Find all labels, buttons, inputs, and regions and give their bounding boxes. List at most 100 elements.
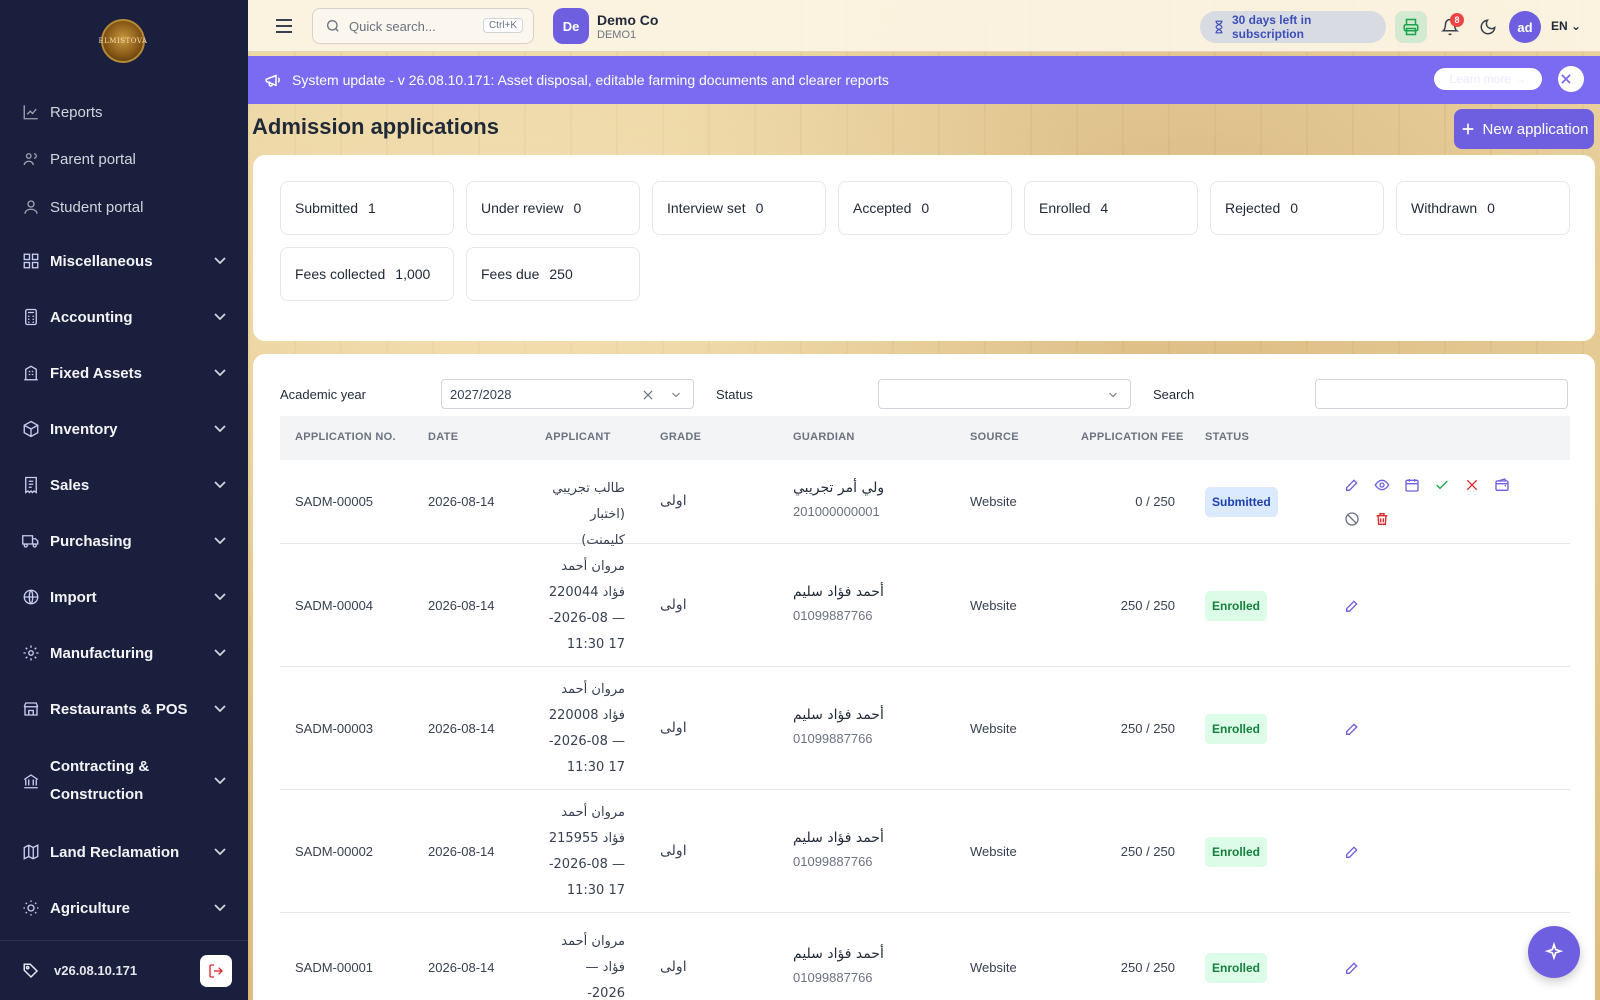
chevron-down-icon <box>214 705 226 713</box>
new-application-button[interactable]: New application <box>1454 109 1594 149</box>
stat-card[interactable]: Under review 0 <box>466 181 640 235</box>
column-header[interactable]: APPLICANT <box>545 431 611 443</box>
edit-icon[interactable] <box>1344 960 1360 976</box>
sidebar-item-fixed-assets[interactable]: Fixed Assets <box>0 361 248 385</box>
globe-icon <box>23 589 39 605</box>
sidebar-item-contracting-construction[interactable]: Contracting & Construction <box>0 753 248 809</box>
notifications-button[interactable]: 8 <box>1434 11 1466 43</box>
subscription-badge[interactable]: 30 days left in subscription <box>1200 11 1386 43</box>
guardian-phone: 01099887766 <box>793 970 873 985</box>
applicant-line: مروان أحمد <box>561 934 625 949</box>
chevron-down-icon <box>214 313 226 321</box>
quick-search-input[interactable]: Quick search... Ctrl+K <box>312 8 534 44</box>
edit-icon[interactable] <box>1344 598 1360 614</box>
sidebar-item-sales[interactable]: Sales <box>0 473 248 497</box>
sidebar-item-parent-portal[interactable]: Parent portal <box>0 147 248 171</box>
sidebar-item-restaurants-pos[interactable]: Restaurants & POS <box>0 697 248 721</box>
tag-icon <box>23 963 39 978</box>
company-switcher[interactable]: De Demo Co DEMO1 <box>553 8 658 44</box>
learn-more-button[interactable]: Learn more → <box>1434 68 1542 90</box>
table-row[interactable]: SADM-00005 2026-08-14 طالب تجريبي (اختبار ك… <box>280 460 1570 548</box>
stat-label: Rejected <box>1225 200 1281 216</box>
edit-icon[interactable] <box>1344 721 1360 737</box>
stat-card[interactable]: Submitted 1 <box>280 181 454 235</box>
sidebar-item-import[interactable]: Import <box>0 585 248 609</box>
sidebar-item-accounting[interactable]: Accounting <box>0 305 248 329</box>
logout-button[interactable] <box>200 955 232 987</box>
table-row[interactable]: SADM-00004 2026-08-14 مروان أحمد فؤاد 22004… <box>280 544 1570 667</box>
column-header[interactable]: GRADE <box>660 431 702 443</box>
search-filter-label: Search <box>1153 387 1195 402</box>
column-header[interactable]: DATE <box>428 431 459 443</box>
ban-icon[interactable] <box>1344 511 1360 527</box>
sidebar-item-purchasing[interactable]: Purchasing <box>0 529 248 553</box>
company-logo[interactable]: ELMISTOVA <box>99 19 147 63</box>
chevron-down-icon <box>1109 392 1117 398</box>
sidebar-item-student-portal[interactable]: Student portal <box>0 195 248 219</box>
stat-card[interactable]: Fees collected 1,000 <box>280 247 454 301</box>
sun-icon <box>23 900 39 916</box>
sidebar-item-label: Manufacturing <box>50 644 154 662</box>
stat-label: Submitted <box>295 200 359 216</box>
search-filter-input[interactable] <box>1315 379 1568 409</box>
stat-card[interactable]: Withdrawn 0 <box>1396 181 1570 235</box>
guardian-name: أحمد فؤاد سليم <box>793 829 884 846</box>
edit-icon[interactable] <box>1344 477 1360 493</box>
table-row[interactable]: SADM-00002 2026-08-14 مروان أحمد فؤاد 21595… <box>280 790 1570 913</box>
calendar-icon[interactable] <box>1404 477 1420 493</box>
menu-icon[interactable] <box>274 17 294 35</box>
stat-card[interactable]: Fees due 250 <box>466 247 640 301</box>
column-header[interactable]: GUARDIAN <box>793 431 855 443</box>
sidebar-item-land-reclamation[interactable]: Land Reclamation <box>0 840 248 864</box>
top-bar: Quick search... Ctrl+K De Demo Co DEMO1 … <box>248 0 1600 52</box>
academic-year-select[interactable]: 2027/2028 <box>441 379 694 409</box>
sidebar-item-reports[interactable]: Reports <box>0 100 248 124</box>
sidebar-item-label: Agriculture <box>50 899 131 917</box>
sidebar-item-label: Land Reclamation <box>50 843 180 861</box>
sidebar-item-label: Accounting <box>50 308 133 326</box>
check-icon[interactable] <box>1434 477 1450 493</box>
stat-value: 0 <box>1487 200 1495 216</box>
source: Website <box>970 494 1017 509</box>
user-avatar[interactable]: ad <box>1509 11 1541 43</box>
sidebar-item-inventory[interactable]: Inventory <box>0 417 248 441</box>
stat-label: Fees collected <box>295 266 386 282</box>
applicant-line: فؤاد 220008 <box>548 707 625 723</box>
sparkle-icon <box>1544 942 1564 961</box>
print-button[interactable] <box>1395 11 1427 43</box>
application-no: SADM-00001 <box>295 960 374 975</box>
stat-card[interactable]: Accepted 0 <box>838 181 1012 235</box>
stat-value: 0 <box>921 200 930 216</box>
column-header[interactable]: APPLICATION FEE <box>1081 431 1184 443</box>
applicant-line: 17 11:30 <box>566 759 625 775</box>
bell-icon <box>1441 18 1459 36</box>
chevron-down-icon <box>214 537 226 545</box>
language-selector[interactable]: EN ⌄ <box>1551 19 1582 33</box>
theme-toggle[interactable] <box>1472 11 1504 43</box>
announcement-close-button[interactable] <box>1558 66 1584 92</box>
table-row[interactable]: SADM-00001 2026-08-14 مروان أحمد فؤاد — 202… <box>280 913 1570 1000</box>
column-header[interactable]: APPLICATION NO. <box>295 431 396 443</box>
truck-icon <box>22 535 39 548</box>
view-icon[interactable] <box>1374 477 1390 493</box>
edit-icon[interactable] <box>1344 844 1360 860</box>
ai-assistant-button[interactable] <box>1528 926 1580 978</box>
reject-icon[interactable] <box>1464 477 1480 493</box>
trash-icon[interactable] <box>1374 511 1390 527</box>
applicant-line: 17 11:30 <box>566 882 625 898</box>
map-icon <box>23 844 39 860</box>
status-filter-select[interactable] <box>878 379 1131 409</box>
stat-card[interactable]: Interview set 0 <box>652 181 826 235</box>
stat-card[interactable]: Enrolled 4 <box>1024 181 1198 235</box>
subscription-text: 30 days left in subscription <box>1231 13 1312 41</box>
sidebar-item-miscellaneous[interactable]: Miscellaneous <box>0 249 248 273</box>
column-header[interactable]: STATUS <box>1205 431 1250 443</box>
grade: اولى <box>660 719 687 736</box>
sidebar-item-manufacturing[interactable]: Manufacturing <box>0 641 248 665</box>
table-row[interactable]: SADM-00003 2026-08-14 مروان أحمد فؤاد 22000… <box>280 667 1570 790</box>
sidebar-item-agriculture[interactable]: Agriculture <box>0 896 248 920</box>
clear-icon[interactable] <box>641 388 655 402</box>
wallet-icon[interactable] <box>1494 477 1510 493</box>
stat-card[interactable]: Rejected 0 <box>1210 181 1384 235</box>
column-header[interactable]: SOURCE <box>970 431 1019 443</box>
